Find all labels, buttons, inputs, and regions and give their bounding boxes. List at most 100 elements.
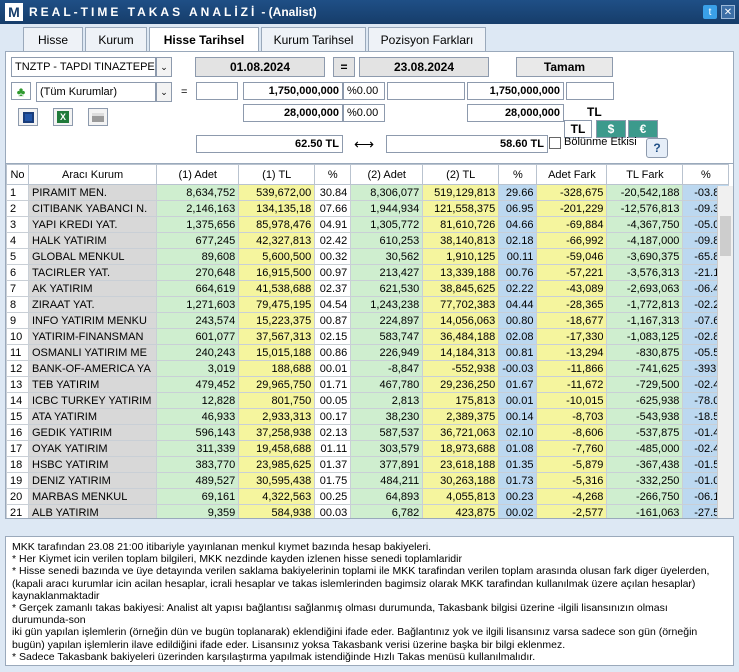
vertical-scrollbar[interactable] <box>717 186 733 518</box>
table-cell: YAPI KREDI YAT. <box>27 216 158 233</box>
date-to[interactable]: 23.08.2024 <box>359 57 489 77</box>
table-cell: -43,089 <box>536 280 608 297</box>
table-cell: 04.66 <box>498 216 538 233</box>
table-cell: 2,389,375 <box>422 408 500 425</box>
table-row[interactable]: 14 ICBC TURKEY YATIRIM 12,828 801,750 00.05 2… <box>6 392 730 409</box>
tab-hisse[interactable]: Hisse <box>23 27 83 51</box>
stock-select[interactable]: TNZTP - TAPDI TINAZTEPE <box>11 57 156 77</box>
total-tl-2: 1,750,000,000 <box>467 82 564 100</box>
table-cell: 02.10 <box>498 424 538 441</box>
column-header-5[interactable]: (2) Adet <box>350 164 424 185</box>
institution-group-icon[interactable]: ♣ <box>11 82 31 100</box>
table-cell: DENIZ YATIRIM <box>27 472 158 489</box>
table-cell: -8,703 <box>536 408 608 425</box>
table-cell: 303,579 <box>350 440 424 457</box>
table-cell: 06.95 <box>498 200 538 217</box>
currency-eur-button[interactable]: € <box>628 120 658 138</box>
table-row[interactable]: 15 ATA YATIRIM 46,933 2,933,313 00.17 38,230 2… <box>6 408 730 425</box>
table-row[interactable]: 21 ALB YATIRIM 9,359 584,938 00.03 6,782 423,8… <box>6 504 730 518</box>
print-icon[interactable] <box>88 108 108 126</box>
table-cell: GEDIK YATIRIM <box>27 424 158 441</box>
scrollbar-thumb[interactable] <box>720 216 731 256</box>
broker-table-container: No Aracı Kurum (1) Adet (1) TL% (2) Adet (2) … <box>5 163 734 519</box>
table-row[interactable]: 11 OSMANLI YATIRIM ME 240,243 15,015,188 00.… <box>6 344 730 361</box>
table-cell: 36,721,063 <box>422 424 500 441</box>
column-header-2[interactable]: (1) Adet <box>156 164 240 185</box>
table-row[interactable]: 19 DENIZ YATIRIM 489,527 30,595,438 01.75 484… <box>6 472 730 489</box>
tamam-button[interactable]: Tamam <box>516 57 613 77</box>
table-row[interactable]: 16 GEDIK YATIRIM 596,143 37,258,938 02.13 587… <box>6 424 730 441</box>
table-cell: HALK YATIRIM <box>27 232 158 249</box>
column-header-10[interactable]: % <box>682 164 730 185</box>
table-cell: -552,938 <box>422 360 500 377</box>
table-cell: -4,367,750 <box>606 216 684 233</box>
column-header-0[interactable]: No <box>6 164 29 185</box>
right-empty-field[interactable] <box>566 82 614 100</box>
table-cell: 8 <box>6 296 29 313</box>
table-row[interactable]: 12 BANK-OF-AMERICA YA 3,019 188,688 00.01 -8,… <box>6 360 730 377</box>
table-cell: INFO YATIRIM MENKU <box>27 312 158 329</box>
help-button[interactable]: ? <box>646 138 668 158</box>
table-cell: 01.08 <box>498 440 538 457</box>
mid-empty-field[interactable] <box>387 82 465 100</box>
institution-dropdown-icon[interactable]: ⌄ <box>156 82 172 102</box>
column-header-8[interactable]: Adet Fark <box>536 164 608 185</box>
tab-kurum[interactable]: Kurum <box>85 27 147 51</box>
price-1: 62.50 TL <box>196 135 343 153</box>
equals-sign-2: = <box>181 86 188 98</box>
tab-hisse-tarihsel[interactable]: Hisse Tarihsel <box>149 27 259 52</box>
table-cell: 13,339,188 <box>422 264 500 281</box>
column-header-4[interactable]: % <box>314 164 352 185</box>
table-row[interactable]: 18 HSBC YATIRIM 383,770 23,985,625 01.37 377,… <box>6 456 730 473</box>
table-cell: 16,915,500 <box>238 264 316 281</box>
column-header-6[interactable]: (2) TL <box>422 164 500 185</box>
excel-icon[interactable]: X <box>53 108 73 126</box>
table-row[interactable]: 3 YAPI KREDI YAT. 1,375,656 85,978,476 04.91… <box>6 216 730 233</box>
table-row[interactable]: 13 TEB YATIRIM 479,452 29,965,750 01.71 467,7… <box>6 376 730 393</box>
table-row[interactable]: 20 MARBAS MENKUL 69,161 4,322,563 00.25 64,89… <box>6 488 730 505</box>
table-row[interactable]: 5 GLOBAL MENKUL 89,608 5,600,500 00.32 30,562… <box>6 248 730 265</box>
table-cell: 1,243,238 <box>350 296 424 313</box>
table-cell: ATA YATIRIM <box>27 408 158 425</box>
institution-select[interactable]: (Tüm Kurumlar) <box>36 82 156 102</box>
close-icon[interactable]: ✕ <box>721 5 735 19</box>
column-header-7[interactable]: % <box>498 164 538 185</box>
stock-dropdown-icon[interactable]: ⌄ <box>156 57 172 77</box>
table-row[interactable]: 2 CITIBANK YABANCI N. 2,146,163 134,135,18 0… <box>6 200 730 217</box>
left-empty-field[interactable] <box>196 82 238 100</box>
table-cell: 240,243 <box>156 344 240 361</box>
tab-kurum-tarihsel[interactable]: Kurum Tarihsel <box>261 27 366 51</box>
currency-usd-button[interactable]: $ <box>596 120 626 138</box>
table-cell: TACIRLER YAT. <box>27 264 158 281</box>
tab-pozisyon-farklari[interactable]: Pozisyon Farkları <box>368 27 486 51</box>
table-row[interactable]: 17 OYAK YATIRIM 311,339 19,458,688 01.11 303,… <box>6 440 730 457</box>
table-cell: -00.03 <box>498 360 538 377</box>
date-from[interactable]: 01.08.2024 <box>195 57 325 77</box>
split-effect-checkbox[interactable] <box>549 137 561 149</box>
column-header-9[interactable]: TL Fark <box>606 164 684 185</box>
table-cell: 383,770 <box>156 456 240 473</box>
table-row[interactable]: 4 HALK YATIRIM 677,245 42,327,813 02.42 610,2… <box>6 232 730 249</box>
currency-tl-button[interactable]: TL <box>564 120 592 138</box>
table-cell: 377,891 <box>350 456 424 473</box>
note-line: * Sadece Takasbank bakiyeleri üzerinden … <box>12 650 536 663</box>
table-row[interactable]: 10 YATIRIM-FINANSMAN 601,077 37,567,313 02.1… <box>6 328 730 345</box>
table-cell: 00.02 <box>498 504 538 518</box>
table-row[interactable]: 1 PIRAMIT MEN. 8,634,752 539,672,00 30.84 8,3… <box>6 184 730 201</box>
table-row[interactable]: 9 INFO YATIRIM MENKU 243,574 15,223,375 00.8… <box>6 312 730 329</box>
save-icon[interactable] <box>18 108 38 126</box>
table-cell: 1,944,934 <box>350 200 424 217</box>
table-row[interactable]: 8 ZIRAAT YAT. 1,271,603 79,475,195 04.54 1,24… <box>6 296 730 313</box>
table-row[interactable]: 7 AK YATIRIM 664,619 41,538,688 02.37 621,530… <box>6 280 730 297</box>
table-cell: -11,866 <box>536 360 608 377</box>
table-cell: 596,143 <box>156 424 240 441</box>
table-row[interactable]: 6 TACIRLER YAT. 270,648 16,915,500 00.97 213,… <box>6 264 730 281</box>
table-cell: 01.11 <box>314 440 352 457</box>
table-cell: -2,693,063 <box>606 280 684 297</box>
twitter-icon[interactable]: t <box>703 5 717 19</box>
column-header-1[interactable]: Aracı Kurum <box>27 164 158 185</box>
total-tl-1: 1,750,000,000 <box>243 82 343 100</box>
app-logo: M <box>5 3 23 21</box>
column-header-3[interactable]: (1) TL <box>238 164 316 185</box>
table-cell: 213,427 <box>350 264 424 281</box>
